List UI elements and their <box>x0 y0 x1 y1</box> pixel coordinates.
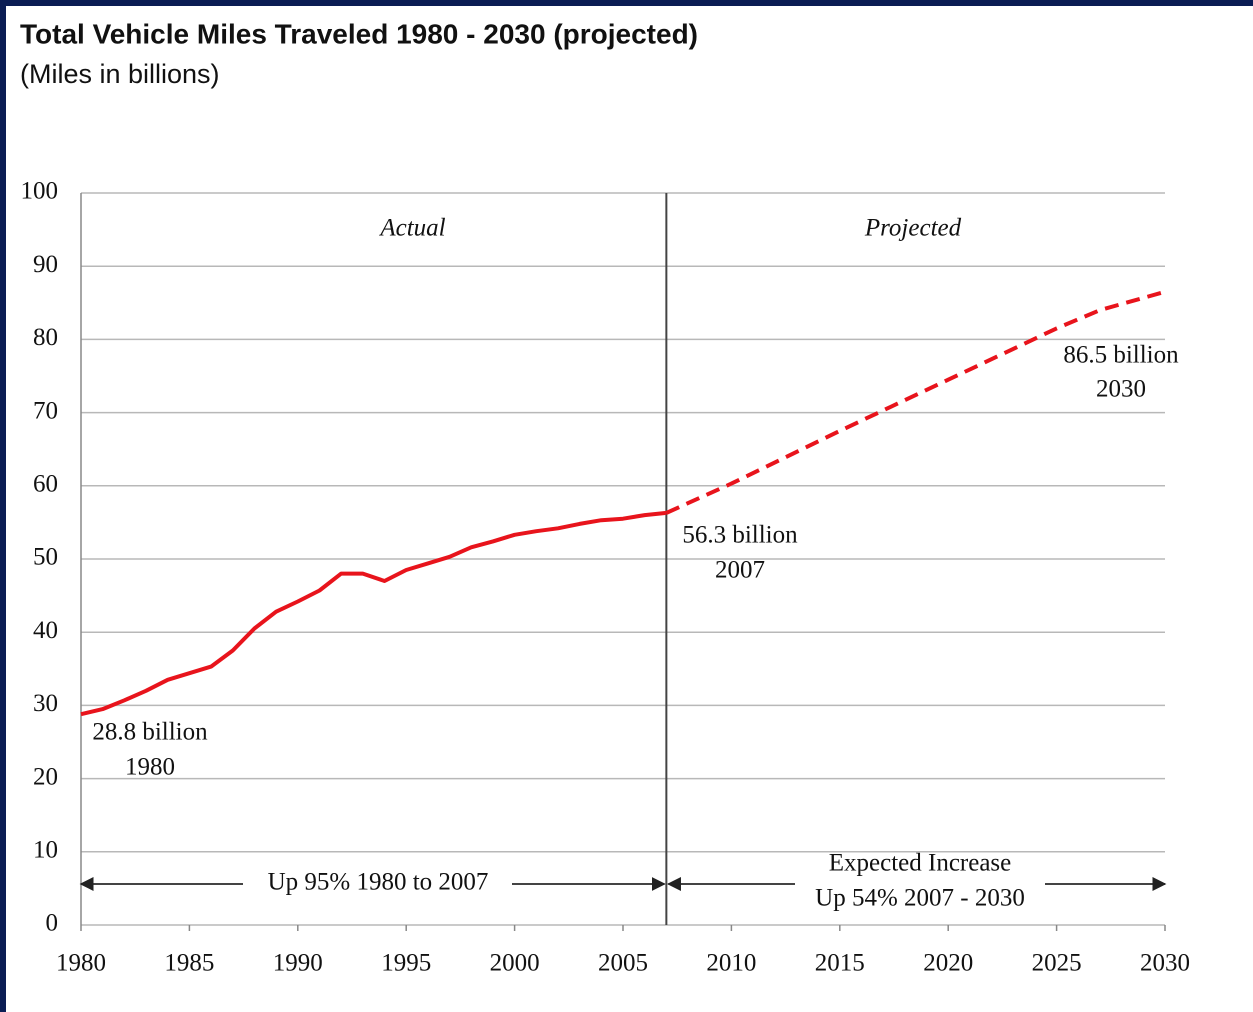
y-tick-label: 100 <box>21 178 59 205</box>
annotation: 2007 <box>715 557 765 584</box>
y-tick-label: 40 <box>33 617 58 644</box>
annotation: 56.3 billion <box>682 522 798 549</box>
annotation: Up 54% 2007 - 2030 <box>815 885 1025 912</box>
x-tick-label: 2030 <box>1140 950 1190 977</box>
series-line <box>80 510 667 717</box>
panel <box>6 6 1253 1012</box>
x-tick-label: 2010 <box>706 950 756 977</box>
x-tick-label: 2005 <box>598 950 648 977</box>
y-tick-label: 10 <box>33 837 58 864</box>
annotation: 2030 <box>1096 376 1146 403</box>
annotation: 86.5 billion <box>1063 342 1179 369</box>
series-line <box>665 289 1166 515</box>
annotation: Expected Increase <box>829 850 1012 877</box>
x-tick-label: 2025 <box>1032 950 1082 977</box>
y-tick-label: 50 <box>33 544 58 571</box>
y-tick-label: 0 <box>46 910 59 937</box>
annotation: Up 95% 1980 to 2007 <box>268 869 489 896</box>
x-tick-label: 2015 <box>815 950 865 977</box>
chart-title: Total Vehicle Miles Traveled 1980 - 2030… <box>20 18 698 49</box>
x-tick-label: 1980 <box>56 950 106 977</box>
y-tick-label: 30 <box>33 690 58 717</box>
series-label: Projected <box>864 215 962 242</box>
x-tick-label: 1995 <box>381 950 431 977</box>
y-tick-label: 80 <box>33 324 58 351</box>
x-tick-label: 2020 <box>923 950 973 977</box>
x-tick-label: 1990 <box>273 950 323 977</box>
x-tick-label: 1985 <box>164 950 214 977</box>
annotation: 28.8 billion <box>92 719 208 746</box>
chart-subtitle: (Miles in billions) <box>20 59 220 89</box>
series-label: Actual <box>378 215 445 242</box>
annotation: 1980 <box>125 754 175 781</box>
y-tick-label: 20 <box>33 763 58 790</box>
y-tick-label: 60 <box>33 471 58 498</box>
x-tick-label: 2000 <box>490 950 540 977</box>
y-tick-label: 70 <box>33 397 58 424</box>
y-tick-label: 90 <box>33 251 58 278</box>
